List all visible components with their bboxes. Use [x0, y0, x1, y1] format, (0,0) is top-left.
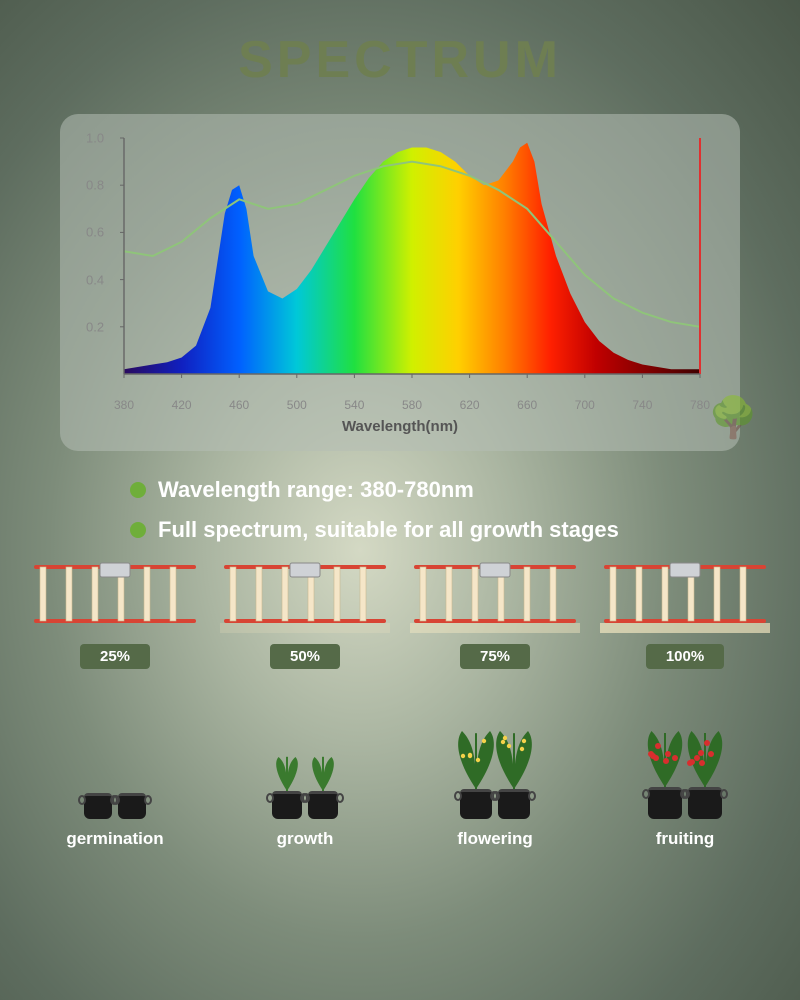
- stage-flowering: flowering: [410, 709, 580, 849]
- x-tick: 660: [517, 398, 537, 412]
- plant-pot-icon: [118, 793, 146, 819]
- spectrum-svg: [90, 132, 710, 392]
- spectrum-chart-panel: 0.2 0.4 0.6 0.8 1.0 380 420 460 500 540 580 620 660…: [60, 114, 740, 451]
- intensity-badge: 100%: [646, 644, 724, 669]
- stage-germination: germination: [30, 709, 200, 849]
- plant-pot-icon: [460, 789, 492, 819]
- page-title: SPECTRUM: [0, 0, 800, 90]
- plant-pot-icon: [498, 789, 530, 819]
- light-intensity-row: 25% 50% 75% 100%: [20, 561, 780, 669]
- bullet-0: Wavelength range: 380-780nm: [130, 477, 800, 503]
- x-tick: 580: [402, 398, 422, 412]
- plant-pot-icon: [272, 791, 302, 819]
- x-axis-label: Wavelength(nm): [84, 418, 716, 435]
- bullet-1: Full spectrum, suitable for all growth s…: [130, 517, 800, 543]
- plant-pot-icon: [84, 793, 112, 819]
- intensity-badge: 50%: [270, 644, 340, 669]
- light-unit-2: 75%: [410, 561, 580, 669]
- light-fixture-icon: [220, 561, 390, 633]
- light-unit-3: 100%: [600, 561, 770, 669]
- plant-icon: [306, 753, 340, 791]
- light-fixture-icon: [30, 561, 200, 633]
- x-tick: 420: [172, 398, 192, 412]
- bullet-dot-icon: [130, 482, 146, 498]
- stage-label: growth: [220, 829, 390, 849]
- x-tick: 700: [575, 398, 595, 412]
- y-tick: 1.0: [86, 131, 104, 146]
- stage-fruiting: fruiting: [600, 709, 770, 849]
- tree-icon: 🌳: [708, 394, 758, 441]
- intensity-badge: 25%: [80, 644, 150, 669]
- plant-icon: [678, 727, 732, 787]
- light-unit-0: 25%: [30, 561, 200, 669]
- light-unit-1: 50%: [220, 561, 390, 669]
- growth-stages-row: germination growth flowering fruiting: [20, 709, 780, 849]
- bullet-text: Full spectrum, suitable for all growth s…: [158, 517, 619, 543]
- x-tick: 780: [690, 398, 710, 412]
- plant-icon: [270, 753, 304, 791]
- intensity-badge: 75%: [460, 644, 530, 669]
- y-tick: 0.4: [86, 272, 104, 287]
- y-tick: 0.8: [86, 178, 104, 193]
- x-tick: 620: [460, 398, 480, 412]
- y-tick: 0.6: [86, 225, 104, 240]
- stage-label: germination: [30, 829, 200, 849]
- stage-growth: growth: [220, 709, 390, 849]
- plant-pot-icon: [688, 787, 722, 819]
- x-tick: 540: [344, 398, 364, 412]
- light-fixture-icon: [410, 561, 580, 633]
- bullet-dot-icon: [130, 522, 146, 538]
- plant-pot-icon: [308, 791, 338, 819]
- y-tick: 0.2: [86, 319, 104, 334]
- stage-label: flowering: [410, 829, 580, 849]
- plant-icon: [486, 727, 542, 789]
- bullet-text: Wavelength range: 380-780nm: [158, 477, 474, 503]
- x-tick: 740: [632, 398, 652, 412]
- x-tick: 500: [287, 398, 307, 412]
- feature-bullets: Wavelength range: 380-780nm Full spectrum…: [130, 477, 800, 543]
- plant-pot-icon: [648, 787, 682, 819]
- spectrum-chart: 0.20.40.60.81.0 380420460500540580620660…: [90, 132, 710, 392]
- x-tick: 380: [114, 398, 134, 412]
- light-fixture-icon: [600, 561, 770, 633]
- x-tick: 460: [229, 398, 249, 412]
- stage-label: fruiting: [600, 829, 770, 849]
